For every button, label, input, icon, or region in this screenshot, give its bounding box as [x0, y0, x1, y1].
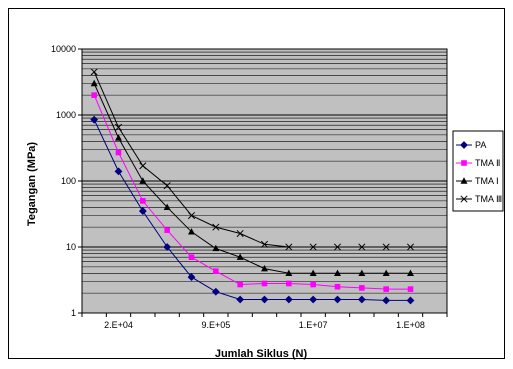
data-point [115, 134, 122, 141]
data-point [460, 141, 468, 149]
legend-label: TMA Ⅰ [475, 176, 499, 186]
data-point [309, 295, 318, 304]
data-point [286, 280, 292, 287]
data-point [188, 254, 195, 261]
data-point [90, 79, 98, 87]
data-point [358, 269, 366, 276]
data-point [236, 295, 245, 304]
y-tick-label: 10 [66, 242, 76, 252]
data-point [382, 296, 391, 305]
legend-label: PA [475, 140, 486, 150]
data-point [261, 280, 268, 287]
data-point [407, 269, 414, 276]
data-point [212, 244, 220, 252]
legend-entry: TMA Ⅱ [456, 158, 500, 168]
data-point [407, 286, 414, 292]
x-tick-label: 9.E+05 [201, 320, 230, 330]
y-tick-label: 100 [61, 176, 76, 186]
x-axis-ticks: 2.E+04 9.E+05 1.E+07 1.E+08 [81, 313, 448, 330]
y-tick-label: 1000 [56, 110, 76, 120]
data-point [333, 243, 342, 251]
series-line [93, 94, 411, 290]
data-point [261, 264, 268, 272]
data-point [285, 269, 293, 276]
series-2 [91, 92, 414, 292]
data-point [163, 203, 171, 210]
grid-lines [82, 48, 447, 294]
data-point [461, 160, 467, 166]
y-tick-label: 10000 [51, 44, 76, 54]
data-point [139, 177, 147, 184]
data-point [188, 228, 195, 235]
series-line [93, 119, 411, 301]
data-point [460, 195, 468, 203]
data-point [285, 243, 293, 251]
series-1 [90, 115, 415, 305]
data-point [359, 285, 365, 291]
legend-label: TMA Ⅲ [475, 194, 502, 204]
x-axis-title: Jumlah Siklus (N) [215, 348, 308, 360]
data-point [187, 273, 196, 281]
x-tick-label: 1.E+08 [396, 320, 425, 330]
y-axis-title: Tegangan (MPa) [26, 142, 38, 226]
data-point [406, 296, 415, 305]
series-line [93, 83, 411, 274]
data-point [333, 295, 342, 304]
data-point [310, 281, 316, 288]
series-line [93, 71, 411, 248]
y-tick-label: 1 [71, 308, 76, 318]
data-point [284, 295, 293, 304]
data-point [211, 287, 220, 296]
data-point [383, 286, 389, 292]
legend-label: TMA Ⅱ [475, 158, 500, 168]
y-axis-ticks: 10000 1000 100 10 1 [51, 44, 82, 318]
data-point [114, 167, 123, 176]
chart-area: 10000 1000 100 10 1 2.E+04 9.E+05 1.E+07 1.E+08… [8, 8, 505, 360]
x-tick-label: 2.E+04 [104, 320, 133, 330]
legend-entry: TMA Ⅰ [456, 176, 499, 186]
data-point [357, 295, 366, 304]
legend-entry: TMA Ⅲ [456, 194, 502, 204]
chart-svg: 10000 1000 100 10 1 2.E+04 9.E+05 1.E+07 1.E+08… [26, 44, 504, 360]
data-point [163, 182, 171, 190]
data-point [164, 227, 170, 233]
data-point [115, 149, 122, 156]
data-point [236, 229, 244, 238]
series-4 [90, 68, 415, 251]
data-point [334, 269, 341, 276]
data-point [237, 281, 243, 288]
data-point [460, 177, 468, 184]
data-point [114, 123, 123, 131]
data-point [163, 243, 172, 251]
data-point [382, 243, 390, 251]
data-point [91, 92, 97, 98]
data-point [138, 207, 147, 215]
data-point [260, 295, 269, 304]
data-point [236, 253, 244, 260]
legend-entry: PA [456, 140, 486, 150]
data-point [334, 283, 341, 290]
data-point [140, 198, 146, 204]
series-3 [90, 79, 414, 276]
x-tick-label: 1.E+07 [299, 320, 328, 330]
data-point [90, 68, 98, 76]
series-layer [90, 68, 415, 305]
data-point [260, 240, 269, 248]
data-point [309, 269, 317, 276]
data-point [406, 243, 415, 251]
data-point [309, 243, 317, 251]
data-point [213, 268, 219, 274]
data-point [187, 211, 196, 220]
data-point [358, 243, 366, 251]
data-point [382, 269, 390, 276]
legend: PA TMA Ⅱ TMA Ⅰ TMA Ⅲ [452, 130, 504, 212]
data-point [139, 162, 147, 170]
data-point [90, 115, 99, 124]
data-point [212, 223, 220, 231]
